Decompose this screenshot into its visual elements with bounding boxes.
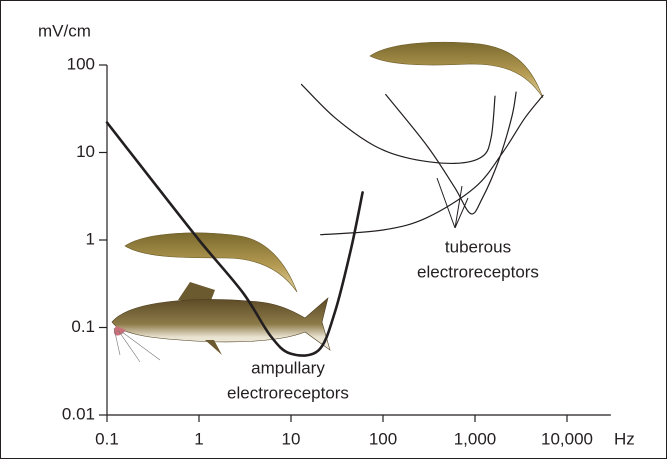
y-tick-label: 1 <box>86 229 95 248</box>
x-tick-label: 1,000 <box>454 429 497 448</box>
annotation: electroreceptors <box>227 383 349 402</box>
tuning-curve <box>385 91 517 215</box>
curves <box>105 83 544 357</box>
catfish-illustration <box>111 282 331 363</box>
y-tick-label: 0.01 <box>62 404 95 423</box>
x-axis-label: Hz <box>614 429 635 448</box>
fish-illustration <box>369 41 544 99</box>
annotation: ampullary <box>251 358 325 377</box>
annotation: tuberous <box>445 237 511 256</box>
x-tick-label: 10 <box>282 429 301 448</box>
y-tick-label: 100 <box>67 54 95 73</box>
tuning-curve <box>105 121 364 357</box>
tuning-curve <box>300 83 496 165</box>
y-axis-label: mV/cm <box>38 21 91 40</box>
x-tick-label: 100 <box>369 429 397 448</box>
annotation-pointers <box>436 177 469 229</box>
tuning-curve <box>320 94 544 236</box>
x-tick-label: 1 <box>194 429 203 448</box>
y-tick-label: 0.1 <box>71 317 95 336</box>
y-tick-label: 10 <box>76 142 95 161</box>
annotation: electroreceptors <box>417 262 539 281</box>
fish-illustration <box>124 232 298 293</box>
x-tick-label: 10,000 <box>541 429 593 448</box>
x-tick-label: 0.1 <box>95 429 119 448</box>
